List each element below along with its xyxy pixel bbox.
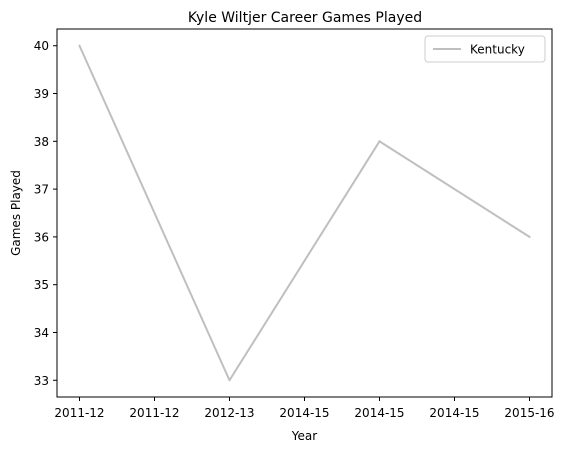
x-tick-label: 2014-15 [429,406,479,420]
x-axis: 2011-12 2011-12 2012-13 2014-15 2014-15 2014-… [54,397,555,420]
y-tick-label: 35 [34,278,49,292]
x-tick-label: 2014-15 [354,406,404,420]
data-point [228,379,231,382]
y-tick-label: 40 [34,39,49,53]
y-tick-label: 33 [34,374,49,388]
legend: Kentucky [424,35,546,63]
x-tick-label: 2014-15 [279,406,329,420]
y-tick-label: 37 [34,183,49,197]
x-tick-label: 2012-13 [204,406,254,420]
data-point [78,44,81,47]
y-axis: 33 34 35 36 37 38 39 40 [34,39,57,388]
legend-box [424,35,546,63]
data-point [378,140,381,143]
y-axis-label: Games Played [9,170,23,256]
plot-area [78,44,531,382]
y-tick-label: 36 [34,230,49,244]
data-point [528,235,531,238]
x-axis-label: Year [291,429,317,443]
y-tick-label: 34 [34,326,49,340]
y-tick-label: 39 [34,87,49,101]
y-tick-label: 38 [34,135,49,149]
x-tick-label: 2011-12 [54,406,104,420]
chart-title: Kyle Wiltjer Career Games Played [188,10,422,26]
x-tick-label: 2015-16 [504,406,554,420]
x-tick-label: 2011-12 [129,406,179,420]
series-line-kentucky [78,44,531,382]
legend-label: Kentucky [470,43,525,57]
